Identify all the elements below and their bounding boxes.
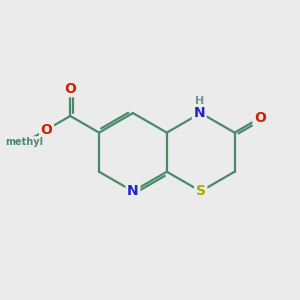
Text: H: H <box>195 96 204 106</box>
Text: methyl: methyl <box>5 137 44 147</box>
Text: N: N <box>194 106 205 120</box>
Text: O: O <box>64 82 76 96</box>
Text: S: S <box>196 184 206 198</box>
Text: N: N <box>127 184 139 198</box>
Text: O: O <box>254 111 266 125</box>
Text: O: O <box>40 123 52 137</box>
